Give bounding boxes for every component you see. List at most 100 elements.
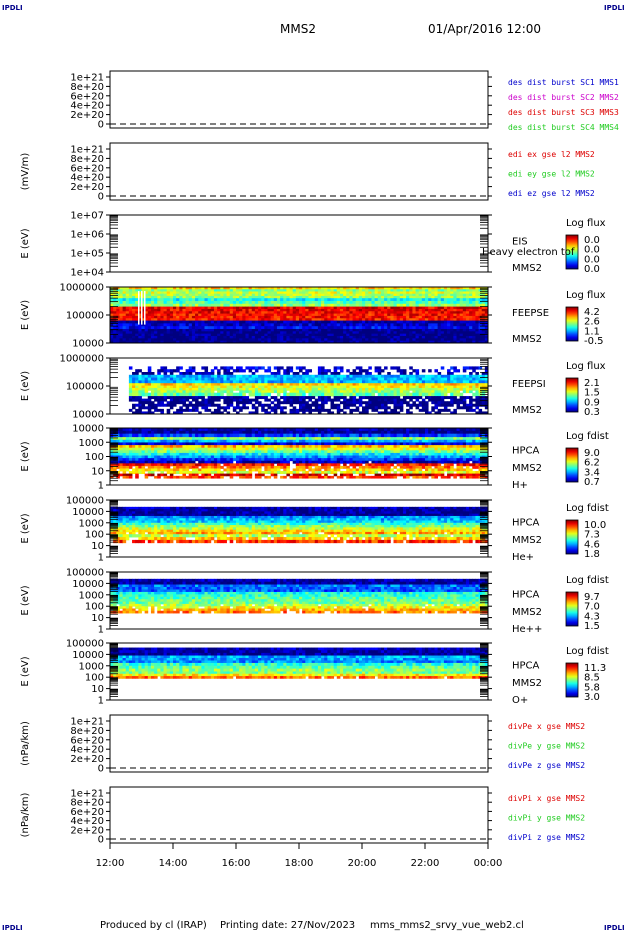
heatmap-cell [374, 331, 379, 335]
heatmap-cell [154, 291, 158, 295]
heatmap-cell [176, 340, 180, 344]
heatmap-cell [399, 380, 404, 384]
heatmap-cell [409, 385, 413, 389]
heatmap-cell [295, 398, 300, 402]
heatmap-cell [321, 329, 325, 332]
heatmap-cell [119, 318, 123, 321]
heatmap-cell [220, 311, 224, 314]
heatmap-cell [339, 323, 344, 327]
heatmap-cell [220, 433, 224, 438]
heatmap-cell [362, 385, 366, 389]
heatmap-cell [475, 291, 479, 295]
heatmap-cell [459, 293, 464, 297]
heatmap-cell [349, 331, 353, 335]
heatmap-cell [242, 383, 246, 386]
heatmap-cell [374, 398, 379, 402]
heatmap-cell [239, 293, 243, 297]
heatmap-cell [198, 303, 202, 307]
heatmap-cell [374, 385, 379, 389]
heatmap-cell [141, 340, 146, 344]
heatmap-cell [132, 340, 136, 344]
heatmap-cell [421, 385, 426, 389]
heatmap-cell [358, 398, 363, 402]
heatmap-cell [169, 338, 174, 342]
heatmap-cell [308, 383, 312, 386]
heatmap-cell [302, 340, 306, 344]
heatmap-cell [349, 372, 353, 376]
heatmap-cell [182, 306, 186, 310]
heatmap-cell [217, 323, 221, 327]
heatmap-cell [475, 311, 479, 314]
data-gap [138, 291, 140, 325]
heatmap-cell [185, 387, 190, 391]
heatmap-cell [469, 403, 473, 407]
colorbar-tick-label: 0.0 [584, 245, 600, 256]
heatmap-cell [289, 318, 294, 321]
heatmap-cell [295, 401, 300, 405]
heatmap-cell [141, 315, 146, 319]
heatmap-cell [154, 390, 158, 394]
heatmap-cell [393, 291, 398, 295]
heatmap-cell [110, 295, 114, 299]
heatmap-cell [418, 390, 423, 394]
heatmap-cell [387, 374, 391, 378]
heatmap-cell [144, 289, 149, 292]
heatmap-cell [440, 387, 445, 391]
heatmap-cell [478, 401, 483, 405]
heatmap-cell [176, 369, 180, 373]
heatmap-cell [371, 398, 375, 402]
heatmap-cell [399, 398, 404, 402]
heatmap-cell [191, 369, 196, 373]
heatmap-cell [280, 411, 284, 415]
heatmap-cell [147, 333, 152, 337]
heatmap-cell [336, 340, 341, 344]
heatmap-cell [289, 298, 294, 302]
heatmap-cell [213, 315, 218, 319]
heatmap-cell [182, 287, 186, 290]
heatmap-cell [390, 374, 394, 378]
heatmap-cell [258, 289, 262, 292]
heatmap-cell [232, 320, 237, 324]
heatmap-cell [336, 318, 341, 321]
heatmap-cell [393, 326, 398, 330]
heatmap-cell [371, 387, 375, 391]
heatmap-cell [239, 295, 243, 299]
heatmap-cell [330, 291, 335, 295]
heatmap-cell [128, 291, 133, 295]
heatmap-cell [261, 433, 265, 438]
heatmap-cell [135, 315, 139, 319]
heatmap-cell [443, 318, 448, 321]
heatmap-cell [207, 323, 212, 327]
heatmap-cell [147, 338, 152, 342]
heatmap-cell [371, 289, 375, 292]
heatmap-cell [302, 313, 306, 317]
heatmap-cell [217, 306, 221, 310]
heatmap-cell [387, 313, 391, 317]
colorbar-tick-label: 4.2 [584, 307, 600, 318]
heatmap-cell [349, 303, 353, 307]
heatmap-cell [173, 396, 177, 400]
heatmap-cell [450, 430, 454, 435]
heatmap-cell [484, 320, 489, 324]
heatmap-cell [396, 396, 401, 400]
heatmap-cell [201, 392, 205, 397]
heatmap-cell [362, 329, 366, 332]
heatmap-cell [154, 308, 158, 312]
heatmap-cell [374, 315, 379, 319]
heatmap-cell [440, 377, 445, 381]
heatmap-cell [330, 308, 335, 312]
heatmap-cell [321, 403, 325, 407]
heatmap-cell [182, 390, 186, 394]
heatmap-cell [292, 336, 297, 339]
heatmap-cell [195, 385, 199, 389]
heatmap-cell [160, 385, 164, 389]
heatmap-cell [157, 428, 161, 432]
heatmap-cell [431, 387, 435, 391]
y-tick-label: 2e+20 [70, 110, 104, 121]
heatmap-cell [295, 411, 300, 415]
heatmap-cell [280, 401, 284, 405]
heatmap-cell [406, 293, 410, 297]
heatmap-cell [311, 311, 316, 314]
heatmap-cell [311, 323, 316, 327]
heatmap-cell [264, 428, 268, 432]
